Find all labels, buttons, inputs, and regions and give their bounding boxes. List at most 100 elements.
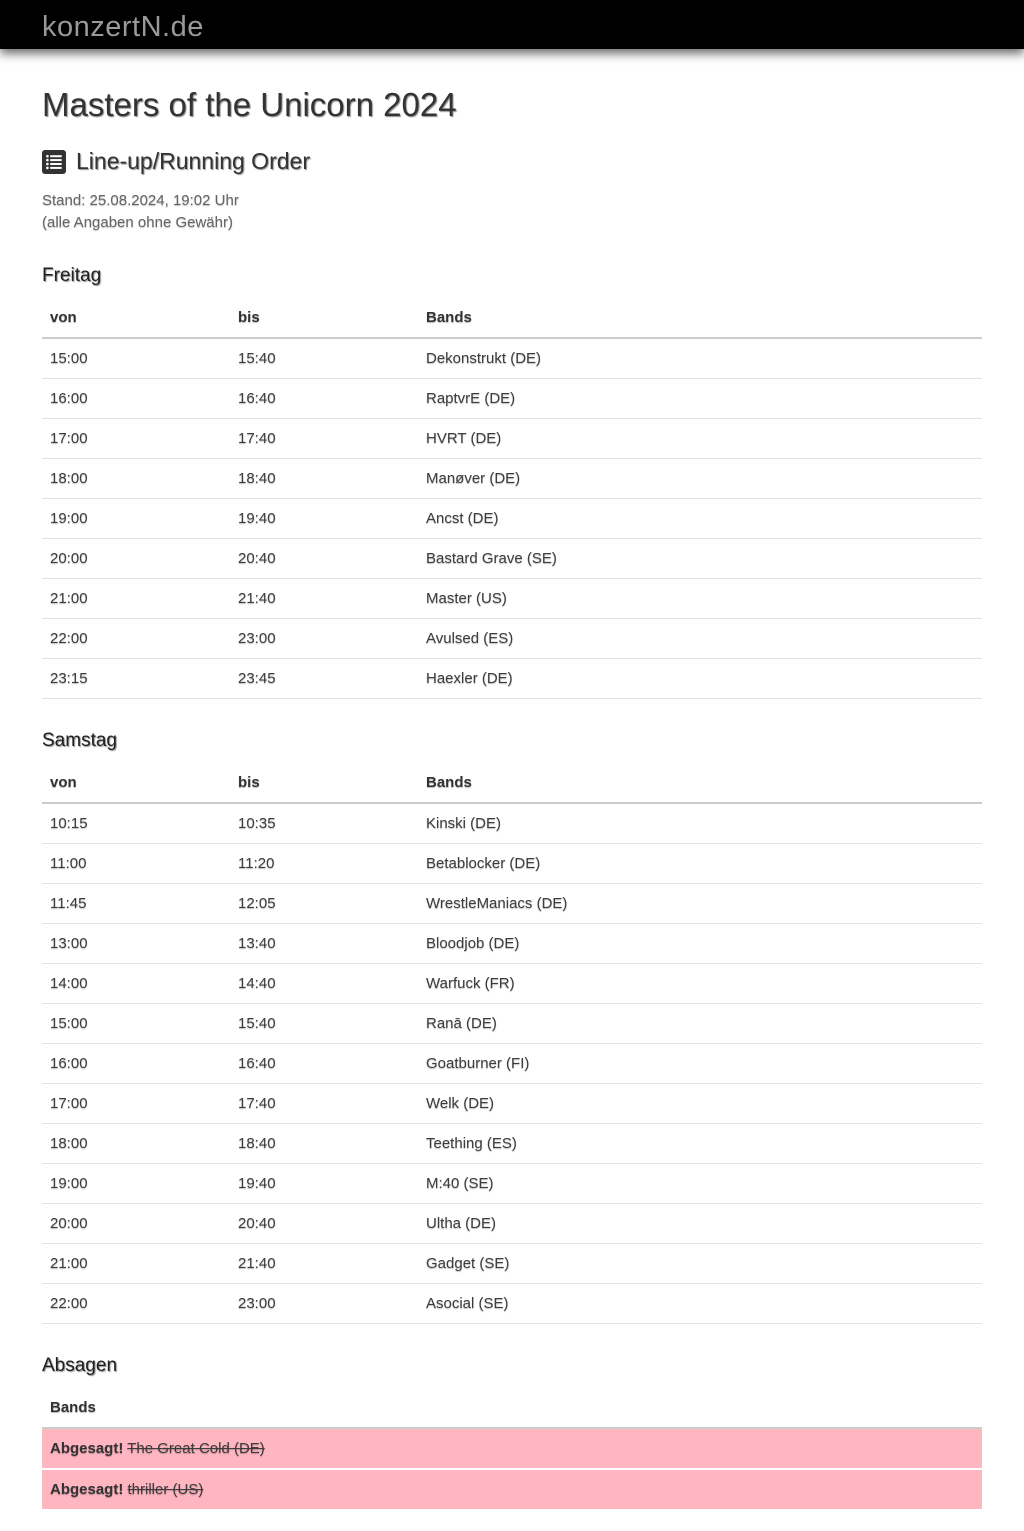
band-name: Ultha (DE) (418, 1203, 982, 1244)
time-from: 17:00 (42, 418, 230, 459)
cancellations-header-row: Bands (42, 1390, 982, 1429)
cancellations-section: Absagen Bands Abgesagt! The Great Cold (… (42, 1355, 982, 1511)
cancellations-table: Bands Abgesagt! The Great Cold (DE) Abge… (42, 1390, 982, 1511)
band-name: Kinski (DE) (418, 803, 982, 844)
site-header: konzertN.de (0, 0, 1024, 49)
day-heading: Freitag (42, 265, 102, 286)
band-name: M:40 (SE) (418, 1163, 982, 1204)
band-name: Teething (ES) (418, 1123, 982, 1164)
time-to: 20:40 (230, 538, 418, 579)
band-name: Dekonstrukt (DE) (418, 338, 982, 379)
time-to: 23:45 (230, 658, 418, 699)
schedule-header-row: von bis Bands (42, 300, 982, 339)
schedule-row: 21:00 21:40 Gadget (SE) (42, 1243, 982, 1284)
band-name: Manøver (DE) (418, 458, 982, 499)
cancellation-row: Abgesagt! thriller (US) (42, 1469, 982, 1511)
time-to: 18:40 (230, 1123, 418, 1164)
column-header-bands: Bands (418, 765, 982, 804)
time-from: 23:15 (42, 658, 230, 699)
schedule-row: 13:00 13:40 Bloodjob (DE) (42, 923, 982, 964)
schedule-row: 16:00 16:40 Goatburner (FI) (42, 1043, 982, 1084)
cancelled-band-name: thriller (US) (127, 1481, 204, 1498)
page-title: Masters of the Unicorn 2024 (42, 86, 457, 123)
days-container: Freitag von bis Bands 15:00 15:40 Dekons… (42, 265, 982, 1324)
time-to: 21:40 (230, 578, 418, 619)
band-name: Gadget (SE) (418, 1243, 982, 1284)
column-header-von: von (42, 300, 230, 339)
time-from: 13:00 (42, 923, 230, 964)
schedule-header-row: von bis Bands (42, 765, 982, 804)
stand-info: Stand: 25.08.2024, 19:02 Uhr (alle Angab… (42, 190, 982, 234)
band-name: Master (US) (418, 578, 982, 619)
band-name: HVRT (DE) (418, 418, 982, 459)
schedule-row: 18:00 18:40 Teething (ES) (42, 1123, 982, 1164)
time-to: 17:40 (230, 418, 418, 459)
schedule-table: von bis Bands 10:15 10:35 Kinski (DE) 11… (42, 765, 982, 1324)
cancellation-cell: Abgesagt! thriller (US) (42, 1469, 982, 1511)
time-from: 18:00 (42, 458, 230, 499)
band-name: Goatburner (FI) (418, 1043, 982, 1084)
band-name: Avulsed (ES) (418, 618, 982, 659)
band-name: Ranā (DE) (418, 1003, 982, 1044)
column-header-bands: Bands (418, 300, 982, 339)
band-name: Bastard Grave (SE) (418, 538, 982, 579)
list-icon (42, 149, 66, 174)
day-section: Samstag von bis Bands 10:15 10:35 Kinski… (42, 730, 982, 1324)
time-from: 22:00 (42, 1283, 230, 1324)
time-to: 20:40 (230, 1203, 418, 1244)
schedule-row: 23:15 23:45 Haexler (DE) (42, 658, 982, 699)
time-to: 17:40 (230, 1083, 418, 1124)
lineup-heading-label: Line-up/Running Order (76, 148, 310, 174)
cancelled-band-name: The Great Cold (DE) (127, 1440, 265, 1457)
time-from: 15:00 (42, 338, 230, 379)
time-from: 11:00 (42, 843, 230, 884)
band-name: Haexler (DE) (418, 658, 982, 699)
cancelled-label: Abgesagt! (50, 1481, 124, 1498)
time-to: 13:40 (230, 923, 418, 964)
band-name: Asocial (SE) (418, 1283, 982, 1324)
schedule-row: 22:00 23:00 Avulsed (ES) (42, 618, 982, 659)
time-to: 16:40 (230, 378, 418, 419)
time-to: 12:05 (230, 883, 418, 924)
schedule-row: 19:00 19:40 Ancst (DE) (42, 498, 982, 539)
site-brand-link[interactable]: konzertN.de (42, 11, 204, 43)
time-from: 20:00 (42, 1203, 230, 1244)
time-to: 10:35 (230, 803, 418, 844)
time-from: 16:00 (42, 1043, 230, 1084)
cancelled-label: Abgesagt! (50, 1440, 124, 1457)
time-to: 11:20 (230, 843, 418, 884)
time-to: 15:40 (230, 1003, 418, 1044)
stand-timestamp: Stand: 25.08.2024, 19:02 Uhr (42, 192, 239, 209)
band-name: Betablocker (DE) (418, 843, 982, 884)
band-name: RaptvrE (DE) (418, 378, 982, 419)
page-content: Masters of the Unicorn 2024 Line-up/Runn… (0, 86, 1024, 1531)
time-to: 16:40 (230, 1043, 418, 1084)
schedule-row: 19:00 19:40 M:40 (SE) (42, 1163, 982, 1204)
time-from: 20:00 (42, 538, 230, 579)
time-to: 19:40 (230, 1163, 418, 1204)
day-section: Freitag von bis Bands 15:00 15:40 Dekons… (42, 265, 982, 699)
time-to: 18:40 (230, 458, 418, 499)
time-to: 21:40 (230, 1243, 418, 1284)
time-to: 15:40 (230, 338, 418, 379)
time-from: 17:00 (42, 1083, 230, 1124)
column-header-von: von (42, 765, 230, 804)
schedule-row: 10:15 10:35 Kinski (DE) (42, 803, 982, 844)
time-from: 19:00 (42, 1163, 230, 1204)
schedule-row: 16:00 16:40 RaptvrE (DE) (42, 378, 982, 419)
schedule-row: 18:00 18:40 Manøver (DE) (42, 458, 982, 499)
schedule-row: 14:00 14:40 Warfuck (FR) (42, 963, 982, 1004)
band-name: Ancst (DE) (418, 498, 982, 539)
schedule-row: 15:00 15:40 Dekonstrukt (DE) (42, 338, 982, 379)
schedule-row: 21:00 21:40 Master (US) (42, 578, 982, 619)
time-from: 19:00 (42, 498, 230, 539)
band-name: Warfuck (FR) (418, 963, 982, 1004)
time-to: 23:00 (230, 1283, 418, 1324)
schedule-table: von bis Bands 15:00 15:40 Dekonstrukt (D… (42, 300, 982, 699)
schedule-row: 17:00 17:40 Welk (DE) (42, 1083, 982, 1124)
schedule-row: 11:45 12:05 WrestleManiacs (DE) (42, 883, 982, 924)
column-header-bands: Bands (42, 1390, 982, 1429)
band-name: Welk (DE) (418, 1083, 982, 1124)
day-heading: Samstag (42, 730, 117, 751)
schedule-row: 17:00 17:40 HVRT (DE) (42, 418, 982, 459)
